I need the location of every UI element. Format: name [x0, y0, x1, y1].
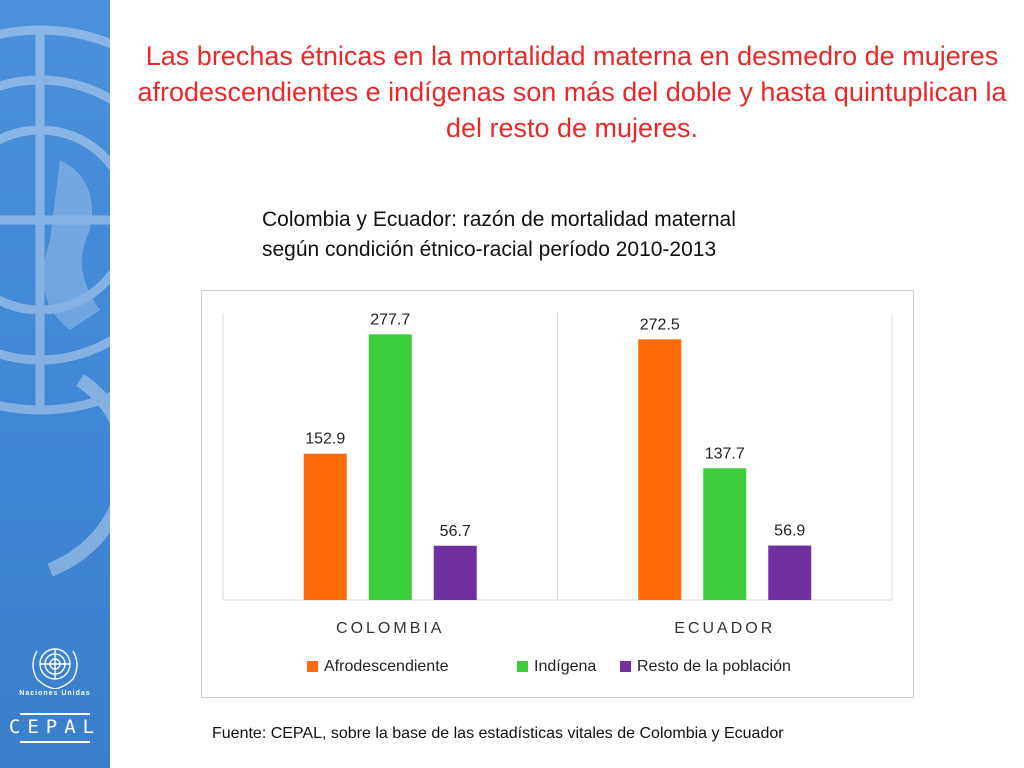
data-label: 277.7: [370, 311, 410, 328]
bar-chart: 152.9 277.7 56.7 COLOMBIA 272.5 137.7 56.9 ECUA…: [222, 311, 893, 675]
legend-swatch: [517, 661, 528, 672]
bar: [303, 453, 347, 600]
bar: [368, 334, 412, 600]
chart-subtitle-line1: Colombia y Ecuador: razón de mortalidad …: [262, 208, 736, 231]
source-note: Fuente: CEPAL, sobre la base de las esta…: [212, 725, 784, 742]
chart-subtitle-line2: según condición étnico-racial período 20…: [262, 238, 717, 261]
chart-subtitle: Colombia y Ecuador: razón de mortalidad …: [262, 205, 882, 265]
data-label: 272.5: [640, 316, 680, 333]
chart-frame: 152.9 277.7 56.7 COLOMBIA 272.5 137.7 56.9 ECUA…: [201, 290, 914, 698]
sidebar-band: Naciones Unidas CEPAL: [0, 0, 110, 768]
legend-label: Indígena: [534, 658, 596, 675]
legend-label: Resto de la población: [637, 658, 791, 675]
legend-swatch: [620, 661, 631, 672]
bar: [638, 339, 682, 600]
data-label: 56.9: [774, 523, 805, 540]
cepal-logo-text: CEPAL: [8, 716, 102, 738]
category-label: ECUADOR: [674, 620, 775, 637]
cepal-logo-frame: [20, 713, 90, 743]
un-emblem-icon: [32, 648, 78, 689]
data-label: 56.7: [440, 523, 471, 540]
slide-headline: Las brechas étnicas en la mortalidad mat…: [137, 41, 1007, 143]
un-label: Naciones Unidas: [19, 690, 91, 697]
bar: [768, 545, 812, 600]
legend-label: Afrodescendiente: [324, 658, 449, 675]
legend-swatch: [307, 661, 318, 672]
data-label: 152.9: [305, 431, 345, 448]
category-label: COLOMBIA: [336, 620, 444, 637]
bar: [703, 468, 747, 600]
data-label: 137.7: [705, 445, 745, 462]
un-watermark-icon: [0, 25, 110, 577]
bar: [433, 545, 477, 600]
